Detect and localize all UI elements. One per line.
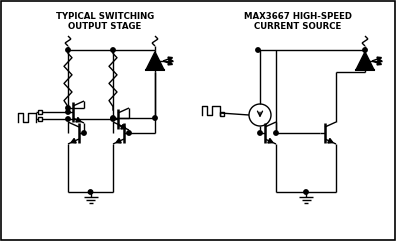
Circle shape — [111, 117, 115, 121]
Polygon shape — [268, 139, 273, 143]
Circle shape — [256, 48, 260, 52]
Polygon shape — [169, 59, 173, 63]
Polygon shape — [356, 52, 374, 70]
Circle shape — [66, 117, 70, 121]
Text: TYPICAL SWITCHING
OUTPUT STAGE: TYPICAL SWITCHING OUTPUT STAGE — [56, 12, 154, 31]
Circle shape — [111, 116, 115, 120]
Circle shape — [153, 116, 157, 120]
Polygon shape — [121, 124, 126, 129]
Polygon shape — [377, 61, 381, 65]
Polygon shape — [71, 139, 76, 143]
Polygon shape — [76, 117, 81, 122]
Polygon shape — [168, 57, 172, 61]
Polygon shape — [378, 59, 382, 63]
Circle shape — [258, 131, 262, 135]
Circle shape — [127, 131, 131, 135]
Circle shape — [82, 131, 86, 135]
Polygon shape — [168, 61, 172, 65]
Bar — [38, 110, 42, 114]
Circle shape — [274, 131, 278, 135]
Polygon shape — [328, 139, 333, 143]
Circle shape — [363, 48, 367, 52]
Circle shape — [88, 190, 93, 194]
Circle shape — [66, 106, 70, 110]
Polygon shape — [377, 57, 381, 61]
Bar — [220, 112, 224, 116]
Circle shape — [111, 48, 115, 52]
Bar — [38, 117, 42, 121]
Circle shape — [304, 190, 308, 194]
Circle shape — [66, 110, 70, 114]
Polygon shape — [116, 139, 121, 143]
Circle shape — [66, 48, 70, 52]
Polygon shape — [146, 52, 164, 70]
Text: MAX3667 HIGH-SPEED
CURRENT SOURCE: MAX3667 HIGH-SPEED CURRENT SOURCE — [244, 12, 352, 31]
